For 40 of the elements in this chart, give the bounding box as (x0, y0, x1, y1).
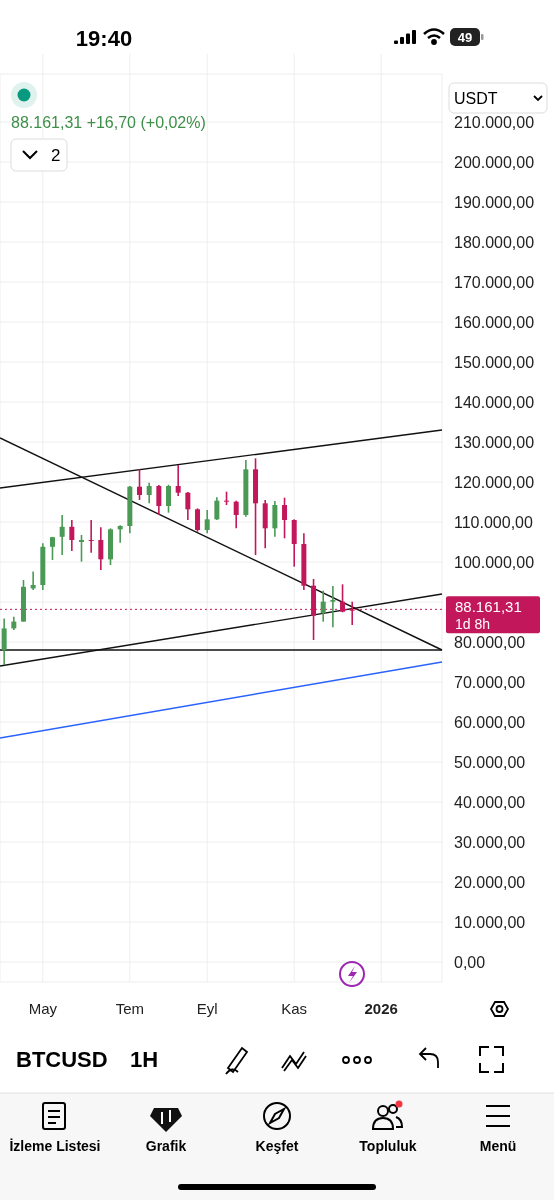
text: 1d 8h (455, 616, 491, 633)
y-tick-label: 110.000,00 (454, 513, 533, 531)
annotation: 2 (51, 146, 61, 165)
y-tick-label: 140.000,00 (454, 393, 535, 411)
y-tick-label: 10.000,00 (454, 913, 526, 931)
text: BTCUSD (16, 1047, 108, 1072)
y-tick-label: 30.000,00 (454, 833, 526, 851)
text: USDT (454, 90, 498, 107)
y-tick-label: 40.000,00 (454, 793, 526, 811)
text: Grafik (145, 1138, 187, 1154)
y-tick-label: 170.000,00 (454, 273, 535, 291)
text: Keşfet (255, 1138, 299, 1154)
y-tick-label: 190.000,00 (454, 193, 535, 211)
y-tick-label: 80.000,00 (454, 633, 526, 651)
y-tick-label: 60.000,00 (454, 713, 526, 731)
y-tick-label: 100.000,00 (454, 553, 535, 571)
x-tick-label: Eyl (196, 1000, 218, 1017)
x-tick-label: May (28, 1000, 58, 1017)
y-tick-label: 150.000,00 (454, 353, 535, 371)
text: 88.161,31 +16,70 (+0,02%) (11, 114, 206, 131)
y-tick-label: 160.000,00 (454, 313, 535, 331)
y-tick-label: 210.000,00 (454, 113, 535, 131)
y-tick-label: 120.000,00 (454, 473, 535, 491)
x-tick-label: Tem (115, 1000, 145, 1017)
ref-line-label: 88.161,31 (455, 598, 522, 616)
text: Topluluk (359, 1138, 417, 1154)
y-tick-label: 50.000,00 (454, 753, 526, 771)
text: İzleme Listesi (9, 1138, 101, 1154)
text: 1H (130, 1047, 159, 1072)
text: 19:40 (75, 26, 133, 51)
y-tick-label: 20.000,00 (454, 873, 526, 891)
y-tick-label: 180.000,00 (454, 233, 535, 251)
x-tick-label: 2026 (364, 1000, 398, 1017)
y-tick-label: 0,00 (454, 953, 486, 971)
y-tick-label: 70.000,00 (454, 673, 526, 691)
text: 49 (457, 30, 473, 45)
x-tick-label: Kas (281, 1000, 308, 1017)
y-tick-label: 130.000,00 (454, 433, 535, 451)
text: Menü (479, 1138, 517, 1154)
y-tick-label: 200.000,00 (454, 153, 535, 171)
